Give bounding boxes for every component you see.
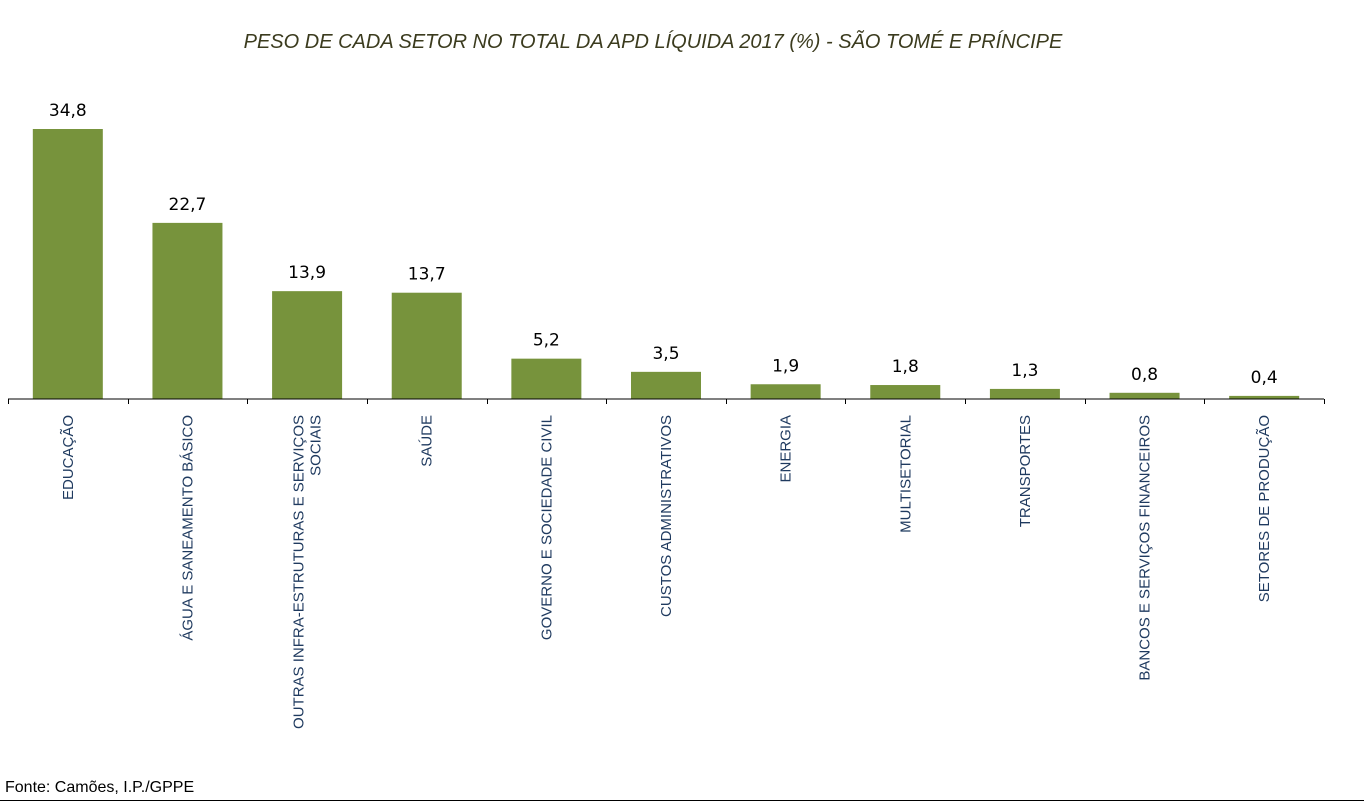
category-label: EDUCAÇÃO [60, 415, 77, 500]
bar [272, 291, 343, 399]
source-note: Fonte: Camões, I.P./GPPE [5, 779, 195, 796]
data-label: 13,7 [408, 265, 446, 285]
bars-group: 34,8 22,7 13,9 13,7 5,2 3,5 1,9 1,8 1,3 0,8 0,4 [32, 101, 1300, 399]
category-label: TRANSPORTES [1017, 415, 1034, 527]
data-label: 5,2 [533, 331, 560, 351]
bar [511, 358, 582, 399]
category-label-line: TRANSPORTES [1017, 415, 1034, 527]
data-label: 34,8 [49, 101, 87, 121]
category-label-line: BANCOS E SERVIÇOS FINANCEIROS [1137, 415, 1154, 681]
bar [391, 292, 462, 399]
category-label-line: ENERGIA [778, 415, 795, 483]
category-label: GOVERNO E SOCIEDADE CIVIL [538, 415, 555, 640]
data-label: 1,9 [772, 356, 799, 376]
category-label-line: OUTRAS INFRA-ESTRUTURAS E SERVIÇOS [291, 415, 308, 729]
chart-title: PESO DE CADA SETOR NO TOTAL DA APD LÍQUI… [244, 29, 1063, 53]
data-label: 1,8 [892, 357, 919, 377]
bar [870, 385, 941, 399]
x-axis [8, 398, 1325, 404]
category-label-line: SAÚDE [419, 415, 436, 467]
data-label: 13,9 [288, 263, 326, 283]
category-label-line: CUSTOS ADMINISTRATIVOS [658, 415, 675, 617]
category-label-line: SETORES DE PRODUÇÃO [1256, 415, 1273, 602]
category-label: ENERGIA [778, 415, 795, 483]
category-label: MULTISETORIAL [897, 415, 914, 533]
bottom-divider [0, 800, 1364, 801]
category-labels: EDUCAÇÃO ÁGUA E SANEAMENTO BÁSICO OUTRAS I… [60, 415, 1273, 729]
bar [32, 129, 103, 399]
bar [152, 222, 223, 399]
category-label: OUTRAS INFRA-ESTRUTURAS E SERVIÇOS SOCIAI… [291, 415, 325, 729]
data-label: 22,7 [169, 195, 207, 215]
category-label-line: EDUCAÇÃO [60, 415, 77, 500]
data-label: 3,5 [652, 344, 679, 364]
category-label: CUSTOS ADMINISTRATIVOS [658, 415, 675, 617]
category-label-line: GOVERNO E SOCIEDADE CIVIL [538, 415, 555, 640]
data-label: 0,8 [1131, 365, 1158, 385]
category-label-line: SOCIAIS [308, 415, 325, 476]
bar [989, 388, 1060, 399]
category-label-line: ÁGUA E SANEAMENTO BÁSICO [179, 415, 196, 641]
data-label: 1,3 [1011, 361, 1038, 381]
bar [631, 371, 701, 399]
bar [750, 384, 821, 399]
category-label: BANCOS E SERVIÇOS FINANCEIROS [1137, 415, 1154, 681]
category-label-line: MULTISETORIAL [897, 415, 914, 533]
category-label: SAÚDE [419, 415, 436, 467]
data-label: 0,4 [1251, 368, 1278, 388]
bar [1229, 395, 1300, 399]
bar [1109, 392, 1180, 399]
category-label: SETORES DE PRODUÇÃO [1256, 415, 1273, 602]
category-label: ÁGUA E SANEAMENTO BÁSICO [179, 415, 196, 641]
